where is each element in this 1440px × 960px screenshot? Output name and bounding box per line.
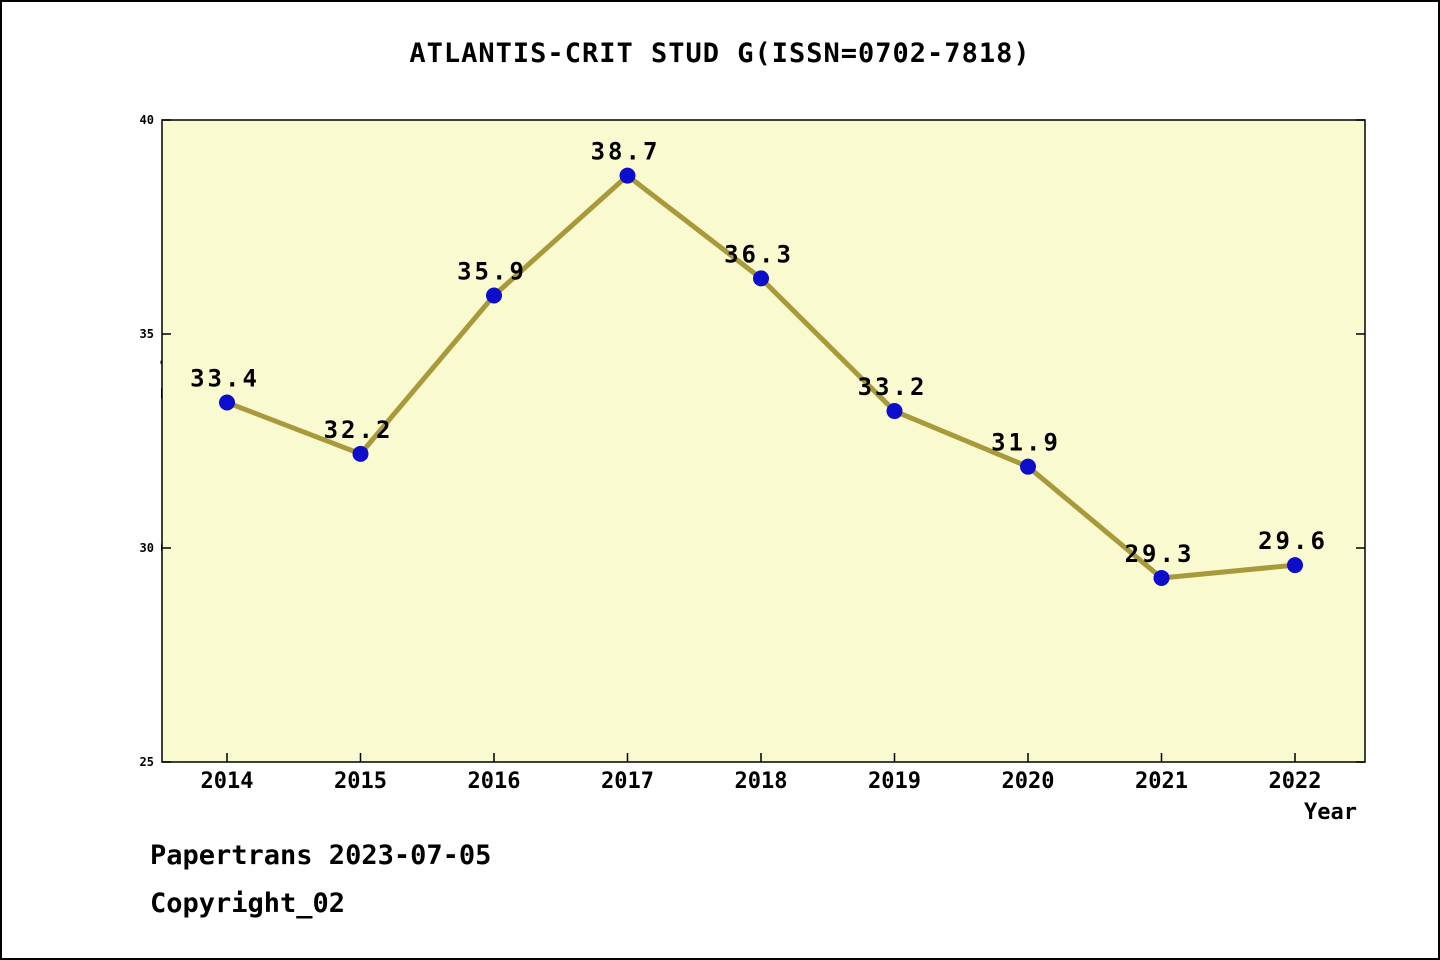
data-point — [1020, 458, 1036, 475]
plot-area — [161, 119, 1366, 763]
x-tick-label: 2017 — [601, 769, 654, 794]
x-tick-label: 2014 — [201, 769, 254, 794]
value-label: 29.6 — [1258, 527, 1328, 555]
x-axis-label: Year — [1304, 800, 1357, 825]
y-tick-label: 25 — [140, 755, 154, 769]
data-point — [1287, 557, 1303, 574]
footer-date: Papertrans 2023-07-05 — [150, 840, 492, 871]
value-label: 32.2 — [324, 416, 394, 444]
y-tick-label: 40 — [140, 113, 154, 127]
x-tick-label: 2019 — [868, 769, 921, 794]
value-label: 35.9 — [457, 257, 527, 285]
value-label: 38.7 — [591, 138, 661, 166]
x-tick-label: 2016 — [468, 769, 521, 794]
value-label: 29.3 — [1125, 540, 1195, 568]
x-tick-label: 2022 — [1269, 769, 1322, 794]
data-point — [352, 445, 369, 462]
data-point — [219, 394, 235, 411]
y-tick-label: 30 — [140, 541, 154, 555]
x-tick-label: 2015 — [334, 769, 387, 794]
value-label: 33.4 — [190, 364, 260, 392]
x-tick-label: 2020 — [1002, 769, 1055, 794]
data-point — [619, 167, 636, 184]
data-point — [886, 403, 903, 420]
x-tick-label: 2021 — [1135, 769, 1188, 794]
y-tick-label: 35 — [140, 327, 154, 341]
data-point — [1153, 569, 1170, 586]
value-label: 33.2 — [858, 373, 928, 401]
value-label: 36.3 — [724, 240, 794, 268]
data-point — [753, 270, 769, 287]
chart-title: ATLANTIS-CRIT STUD G(ISSN=0702-7818) — [409, 38, 1031, 69]
footer-copyright: Copyright_02 — [150, 888, 346, 919]
data-point — [486, 287, 502, 304]
x-tick-label: 2018 — [735, 769, 788, 794]
value-label: 31.9 — [991, 429, 1061, 457]
